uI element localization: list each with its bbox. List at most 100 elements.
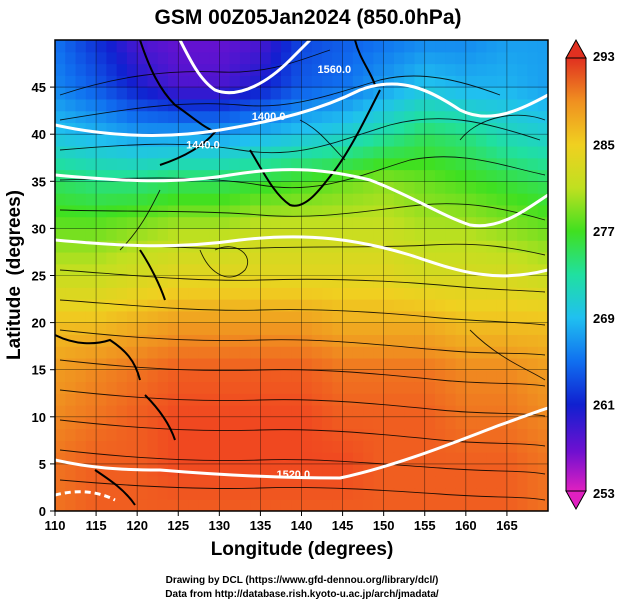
field-cell [198,310,210,324]
field-cell [527,169,539,182]
field-cell [209,251,220,265]
field-cell [96,475,107,489]
field-cell [404,310,416,324]
field-cell [270,357,282,371]
field-cell [311,322,323,335]
field-cell [414,405,426,418]
field-cell [250,110,262,124]
field-cell [260,369,272,383]
field-cell [486,122,498,135]
field-cell [517,428,529,441]
field-cell [280,428,292,441]
field-cell [250,322,262,335]
field-cell [55,98,66,112]
field-cell [517,75,529,88]
field-cell [465,310,477,324]
field-cell [126,75,138,88]
field-cell [291,346,303,359]
field-cell [332,40,344,53]
field-cell [506,251,518,265]
field-cell [137,157,149,171]
field-cell [352,357,364,371]
field-cell [106,287,118,300]
field-cell [137,134,149,147]
field-cell [506,463,518,477]
field-cell [280,51,292,65]
field-cell [157,40,169,53]
field-cell [157,310,169,324]
field-cell [147,193,159,206]
field-cell [106,181,118,194]
field-cell [332,63,344,76]
field-cell [75,405,87,418]
field-cell [147,299,159,312]
field-cell [229,181,241,194]
field-cell [506,181,518,194]
field-cell [147,110,159,124]
field-cell [517,487,529,500]
field-cell [424,463,436,477]
field-cell [373,405,385,418]
field-cell [352,75,364,88]
field-cell [496,251,508,265]
field-cell [75,369,87,383]
field-cell [55,157,66,171]
field-cell [219,405,231,418]
field-cell [219,463,231,477]
field-cell [280,299,292,312]
field-cell [311,499,323,511]
field-cell [383,499,395,511]
field-cell [496,475,508,489]
field-cell [322,381,333,394]
field-cell [527,181,539,194]
field-cell [496,393,508,406]
field-cell [188,287,200,300]
field-cell [96,346,107,359]
field-cell [126,322,138,335]
field-cell [116,499,128,511]
field-cell [126,346,138,359]
field-cell [188,463,200,477]
field-cell [476,181,487,194]
field-cell [476,75,487,88]
field-cell [404,334,416,347]
field-cell [260,122,272,135]
field-cell [55,381,66,394]
field-cell [363,75,374,88]
x-tick-label: 165 [496,518,518,533]
field-cell [75,251,87,265]
field-cell [332,310,344,324]
field-cell [352,51,364,65]
field-cell [250,487,262,500]
field-cell [517,240,529,253]
field-cell [65,405,77,418]
field-cell [363,369,374,383]
field-cell [157,299,169,312]
field-cell [147,405,159,418]
field-cell [311,98,323,112]
field-cell [311,63,323,76]
field-cell [342,75,354,88]
field-cell [229,346,241,359]
x-tick-label: 130 [208,518,230,533]
field-cell [301,393,313,406]
field-cell [363,134,374,147]
field-cell [147,310,159,324]
field-cell [363,40,374,53]
field-cell [537,322,548,335]
field-cell [209,193,220,206]
field-cell [486,87,498,100]
field-cell [198,405,210,418]
field-cell [476,240,487,253]
field-cell [106,357,118,371]
field-cell [250,216,262,230]
field-cell [96,98,107,112]
field-cell [496,157,508,171]
field-cell [137,428,149,441]
field-cell [445,287,457,300]
field-cell [96,40,107,53]
field-cell [332,110,344,124]
field-cell [455,322,467,335]
field-cell [486,452,498,465]
field-cell [85,157,97,171]
